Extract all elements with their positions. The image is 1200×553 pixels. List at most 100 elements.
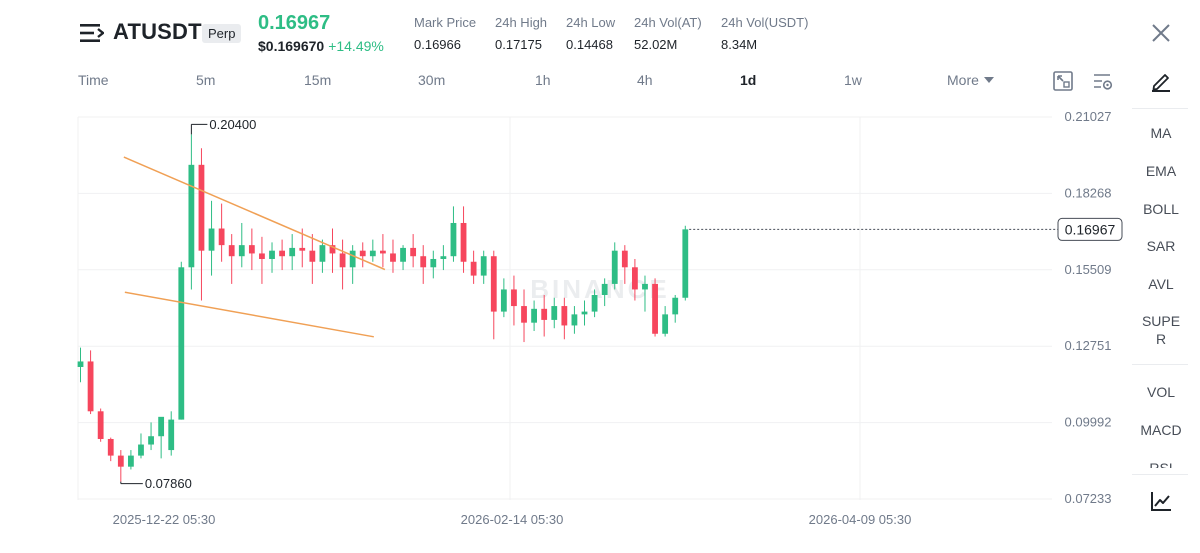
- candle-body: [541, 308, 548, 320]
- high-price-marker: 0.20400: [209, 117, 256, 132]
- candle-body: [470, 261, 477, 276]
- indicator-vol[interactable]: VOL: [1146, 384, 1175, 400]
- stat-label: 24h High: [495, 15, 548, 30]
- candle-up: [480, 250, 487, 284]
- divider: [1132, 364, 1188, 365]
- indicator-supertrend[interactable]: SUPE R: [1130, 312, 1192, 348]
- candle-body: [228, 245, 235, 257]
- candle-up: [138, 433, 144, 459]
- indicator-ema[interactable]: EMA: [1145, 163, 1177, 179]
- indicator-rsi[interactable]: RSI: [1149, 460, 1173, 468]
- candle-body: [279, 250, 285, 257]
- tab-1d[interactable]: 1d: [740, 72, 757, 88]
- candle-body: [561, 306, 568, 326]
- candle-body: [531, 308, 537, 323]
- candle-up: [440, 245, 447, 271]
- candle-down: [329, 228, 336, 273]
- candle-down: [259, 236, 265, 284]
- stat-value: 0.17175: [495, 37, 542, 52]
- indicator-boll[interactable]: BOLL: [1143, 201, 1179, 217]
- header: ATUSDT Perp 0.16967 $0.169670 +14.49% Mar…: [0, 0, 1200, 62]
- stat-value: 52.02M: [634, 37, 678, 52]
- symbol-title[interactable]: ATUSDT: [113, 19, 202, 44]
- candle-up: [269, 242, 275, 273]
- candle-up: [238, 222, 245, 268]
- candle-down: [652, 278, 658, 337]
- pen-icon[interactable]: [1150, 70, 1172, 92]
- candle-down: [460, 206, 467, 273]
- candlestick-chart[interactable]: BINANCE 0.20400 0.07860 0.16967 0.21027 0.1…: [0, 100, 1128, 530]
- candle-body: [682, 229, 689, 298]
- candle-down: [541, 294, 548, 337]
- candle-down: [198, 148, 205, 301]
- x-tick-label: 2026-02-14 05:30: [461, 512, 564, 527]
- close-icon[interactable]: [1150, 22, 1172, 44]
- indicator-ma[interactable]: MA: [1150, 125, 1172, 141]
- usd-price: $0.169670: [258, 38, 325, 54]
- annotations-group: 0.20400 0.07860 0.16967: [120, 117, 1123, 491]
- candle-body: [551, 306, 558, 320]
- low-price-marker: 0.07860: [145, 476, 192, 491]
- tab-1w[interactable]: 1w: [844, 72, 862, 88]
- candle-up: [672, 294, 679, 323]
- candle-body: [128, 455, 134, 467]
- candle-body: [642, 283, 648, 290]
- candle-body: [349, 250, 356, 268]
- line-chart-icon[interactable]: [1150, 490, 1172, 512]
- candle-up: [319, 239, 326, 273]
- candle-body: [652, 283, 658, 334]
- candle-body: [480, 256, 487, 276]
- stat-label: 24h Low: [566, 15, 616, 30]
- candle-body: [339, 253, 346, 268]
- candle-body: [500, 289, 507, 312]
- indicator-label: SUPE: [1141, 313, 1181, 329]
- menu-icon[interactable]: [80, 22, 104, 44]
- y-tick-label: 0.21027: [1065, 109, 1112, 124]
- candle-down: [511, 275, 517, 326]
- chart-settings-icon[interactable]: [1092, 70, 1114, 92]
- candle-up: [168, 411, 175, 456]
- candle-down: [218, 203, 225, 262]
- tab-30m[interactable]: 30m: [418, 72, 446, 88]
- candle-body: [390, 253, 396, 262]
- candle-body: [178, 267, 185, 420]
- fullscreen-icon[interactable]: [1052, 70, 1074, 92]
- tab-4h[interactable]: 4h: [637, 72, 653, 88]
- candle-up: [369, 239, 376, 262]
- stat-label: 24h Vol(AT): [634, 15, 702, 30]
- candle-body: [168, 419, 175, 451]
- candle-body: [410, 247, 417, 257]
- candle-body: [259, 253, 265, 259]
- candle-body: [521, 306, 527, 323]
- candle-down: [470, 250, 477, 284]
- stat-value: 0.14468: [566, 37, 613, 52]
- candle-up: [601, 278, 608, 307]
- contract-type-badge: Perp: [202, 24, 242, 43]
- tab-1h[interactable]: 1h: [535, 72, 551, 88]
- tab-time[interactable]: Time: [78, 72, 109, 88]
- candle-down: [97, 408, 104, 442]
- candle-body: [359, 250, 366, 257]
- candle-body: [319, 245, 326, 262]
- trendline-lower: [124, 291, 374, 338]
- candle-body: [430, 258, 437, 268]
- candle-body: [208, 228, 215, 251]
- candle-up: [158, 416, 165, 459]
- candles-group: [77, 134, 689, 482]
- y-tick-label: 0.18268: [1065, 185, 1112, 200]
- candle-down: [359, 242, 366, 268]
- tab-15m[interactable]: 15m: [304, 72, 332, 88]
- candle-down: [632, 258, 638, 301]
- candle-body: [440, 256, 447, 259]
- candle-down: [87, 350, 94, 415]
- chevron-down-icon: [983, 77, 994, 83]
- indicator-sar[interactable]: SAR: [1146, 238, 1176, 254]
- candle-down: [339, 239, 346, 290]
- indicator-macd[interactable]: MACD: [1140, 422, 1182, 438]
- candle-body: [87, 361, 94, 412]
- y-tick-label: 0.15509: [1065, 262, 1112, 277]
- more-dropdown[interactable]: More: [947, 72, 994, 88]
- tab-5m[interactable]: 5m: [196, 72, 216, 88]
- trendline-upper: [123, 156, 386, 271]
- indicator-avl[interactable]: AVL: [1148, 276, 1174, 292]
